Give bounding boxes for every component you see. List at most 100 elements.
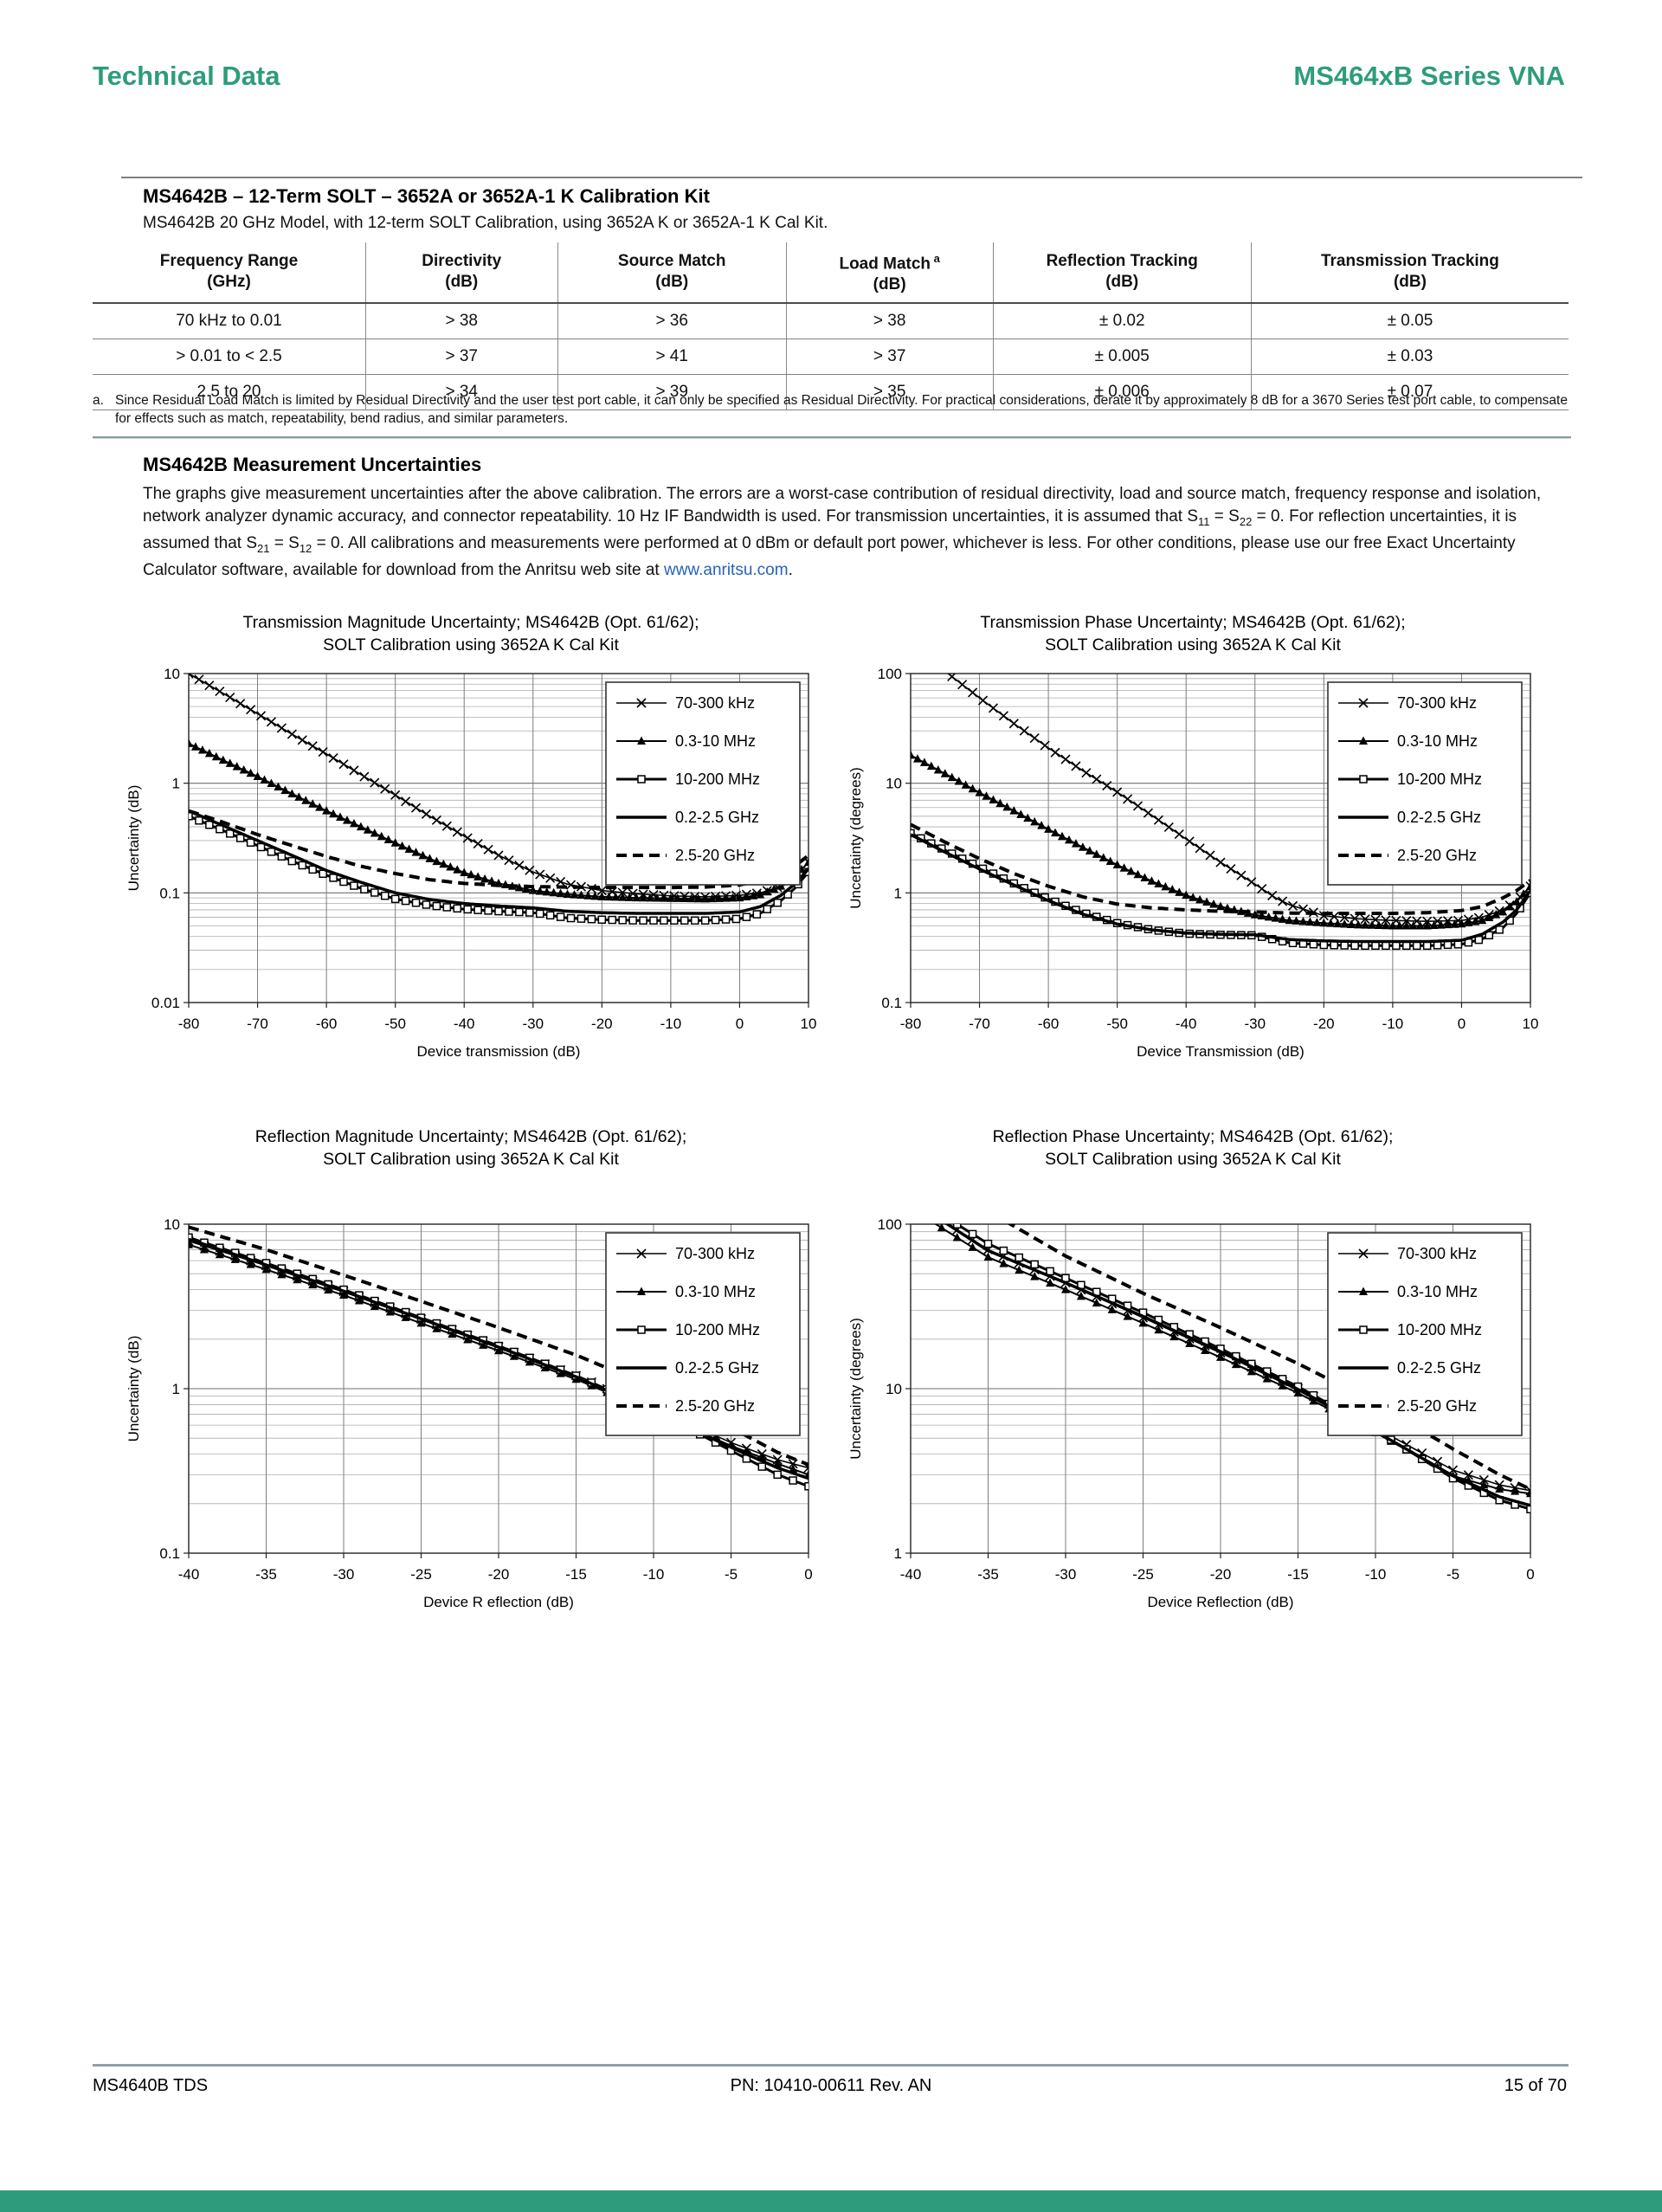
table-cell: > 37 bbox=[364, 339, 558, 376]
table-cell: > 39 bbox=[557, 374, 787, 411]
svg-text:0: 0 bbox=[1526, 1566, 1534, 1583]
table-row: 70 kHz to 0.01 > 38 > 36 > 38 ± 0.02 ± 0.05 bbox=[93, 303, 1569, 340]
svg-text:0.3-10 MHz: 0.3-10 MHz bbox=[675, 732, 756, 750]
chart-canvas: -40 -35 -30 -25 -20 -15 -10 -5 0 100 10 1 Device Ref… bbox=[847, 1216, 1535, 1610]
svg-text:Device Reflection (dB): Device Reflection (dB) bbox=[1147, 1594, 1293, 1610]
svg-text:10: 10 bbox=[886, 776, 902, 792]
chart-title-line1: Reflection Magnitude Uncertainty; MS4642… bbox=[254, 1127, 687, 1146]
svg-text:0.3-10 MHz: 0.3-10 MHz bbox=[1397, 732, 1478, 750]
paragraph-text: . bbox=[788, 561, 793, 580]
section-divider bbox=[93, 436, 1571, 439]
footer-accent-bar bbox=[0, 2190, 1662, 2212]
chart-reflection-phase: Reflection Phase Uncertainty; MS4642B (O… bbox=[841, 1125, 1544, 1619]
svg-text:Uncertainty (dB): Uncertainty (dB) bbox=[126, 785, 142, 892]
svg-text:70-300 kHz: 70-300 kHz bbox=[675, 1245, 755, 1262]
svg-text:2.5-20 GHz: 2.5-20 GHz bbox=[675, 847, 755, 864]
table-cell: ± 0.02 bbox=[992, 303, 1252, 340]
chart-title-line1: Transmission Magnitude Uncertainty; MS46… bbox=[242, 613, 699, 632]
svg-text:2.5-20 GHz: 2.5-20 GHz bbox=[1397, 847, 1477, 864]
table-row: > 0.01 to < 2.5 > 37 > 41 > 37 ± 0.005 ± 0.03 bbox=[93, 339, 1569, 376]
chart-title-line2: SOLT Calibration using 3652A K Cal Kit bbox=[323, 635, 619, 655]
table-cell: ± 0.006 bbox=[992, 374, 1252, 411]
svg-text:-10: -10 bbox=[1365, 1566, 1387, 1583]
table-cell: ± 0.05 bbox=[1250, 303, 1569, 340]
svg-text:0.1: 0.1 bbox=[159, 1545, 180, 1562]
section1-title: MS4642B – 12-Term SOLT – 3652A or 3652A-… bbox=[143, 185, 710, 207]
footnote-text: Since Residual Load Match is limited by … bbox=[115, 393, 1568, 426]
svg-text:10-200 MHz: 10-200 MHz bbox=[1397, 1321, 1482, 1338]
spec-table-wrap: Frequency Range (GHz) Directivity (dB) Sourc… bbox=[93, 242, 1569, 411]
chart-reflection-magnitude: Reflection Magnitude Uncertainty; MS4642… bbox=[119, 1125, 822, 1619]
table-cell: ± 0.07 bbox=[1250, 374, 1569, 411]
svg-text:2.5-20 GHz: 2.5-20 GHz bbox=[675, 1397, 755, 1415]
table-cell: > 37 bbox=[785, 339, 994, 376]
table-row: 2.5 to 20 > 34 > 39 > 35 ± 0.006 ± 0.07 bbox=[93, 374, 1569, 411]
table-cell: 70 kHz to 0.01 bbox=[93, 303, 366, 340]
svg-text:-40: -40 bbox=[454, 1016, 475, 1032]
table-cell: > 38 bbox=[785, 303, 994, 340]
svg-text:2.5-20 GHz: 2.5-20 GHz bbox=[1397, 1397, 1477, 1415]
svg-text:-20: -20 bbox=[1210, 1566, 1232, 1583]
col-header: Directivity (dB) bbox=[364, 242, 558, 305]
svg-text:-30: -30 bbox=[1244, 1016, 1266, 1032]
chart-title: Reflection Magnitude Uncertainty; MS4642… bbox=[119, 1125, 822, 1170]
svg-text:10: 10 bbox=[1523, 1016, 1539, 1032]
spec-table-body: 70 kHz to 0.01 > 38 > 36 > 38 ± 0.02 ± 0.05 > … bbox=[93, 303, 1569, 411]
svg-text:-40: -40 bbox=[1176, 1016, 1197, 1032]
subscript: 12 bbox=[299, 541, 312, 555]
svg-text:0.3-10 MHz: 0.3-10 MHz bbox=[675, 1283, 756, 1300]
footer-rule bbox=[93, 2064, 1569, 2067]
svg-text:-25: -25 bbox=[410, 1566, 432, 1583]
table-cell: ± 0.03 bbox=[1250, 339, 1569, 376]
svg-text:-60: -60 bbox=[1038, 1016, 1060, 1032]
footer-page-number: 15 of 70 bbox=[1504, 2076, 1567, 2095]
chart-transmission-magnitude: Transmission Magnitude Uncertainty; MS46… bbox=[119, 611, 822, 1068]
svg-text:Device R eflection (dB): Device R eflection (dB) bbox=[423, 1594, 574, 1610]
svg-text:0: 0 bbox=[1458, 1016, 1466, 1032]
footer-part-number: PN: 10410-00611 Rev. AN bbox=[730, 2076, 932, 2095]
col-header: Source Match (dB) bbox=[557, 242, 787, 305]
paragraph-text: = S bbox=[1209, 506, 1240, 526]
subscript: 22 bbox=[1239, 514, 1253, 528]
chart-title-line2: SOLT Calibration using 3652A K Cal Kit bbox=[323, 1150, 619, 1169]
svg-text:Device transmission (dB): Device transmission (dB) bbox=[417, 1043, 581, 1060]
svg-text:1: 1 bbox=[894, 1545, 902, 1562]
svg-text:1: 1 bbox=[172, 1381, 180, 1397]
svg-text:10-200 MHz: 10-200 MHz bbox=[1397, 771, 1482, 788]
section1-subtitle: MS4642B 20 GHz Model, with 12-term SOLT … bbox=[143, 214, 828, 232]
svg-text:-20: -20 bbox=[488, 1566, 510, 1583]
svg-text:0.1: 0.1 bbox=[881, 995, 902, 1011]
svg-text:-70: -70 bbox=[969, 1016, 990, 1032]
svg-text:1: 1 bbox=[894, 885, 902, 901]
svg-text:10-200 MHz: 10-200 MHz bbox=[675, 1321, 760, 1338]
svg-text:-5: -5 bbox=[725, 1566, 738, 1583]
chart-title: Reflection Phase Uncertainty; MS4642B (O… bbox=[841, 1125, 1544, 1170]
footer-doc-id: MS4640B TDS bbox=[93, 2076, 209, 2095]
col-header: Transmission Tracking (dB) bbox=[1250, 242, 1569, 305]
svg-text:-15: -15 bbox=[1287, 1566, 1309, 1583]
chart-canvas: -80 -70 -60 -50 -40 -30 -20 -10 0 10 100 10 1 0.1 Devi… bbox=[847, 666, 1539, 1060]
svg-text:-80: -80 bbox=[178, 1016, 200, 1032]
svg-text:-40: -40 bbox=[178, 1566, 200, 1583]
svg-text:-80: -80 bbox=[900, 1016, 922, 1032]
header-rule bbox=[121, 177, 1582, 178]
chart-title-line1: Transmission Phase Uncertainty; MS4642B … bbox=[980, 613, 1406, 632]
svg-text:-20: -20 bbox=[591, 1016, 613, 1032]
table-cell: > 34 bbox=[364, 374, 558, 411]
anritsu-link[interactable]: www.anritsu.com bbox=[663, 561, 789, 580]
svg-text:0.01: 0.01 bbox=[151, 995, 180, 1011]
table-cell: > 41 bbox=[557, 339, 787, 376]
section2-title: MS4642B Measurement Uncertainties bbox=[143, 454, 482, 475]
svg-text:Uncertainty (degrees): Uncertainty (degrees) bbox=[847, 767, 864, 908]
subscript: 21 bbox=[257, 541, 270, 555]
chart-transmission-phase: Transmission Phase Uncertainty; MS4642B … bbox=[841, 611, 1544, 1068]
svg-text:10: 10 bbox=[164, 666, 180, 682]
paragraph-text: = S bbox=[269, 533, 300, 552]
paragraph-text: = 0. All calibrations and measurements w… bbox=[143, 533, 1516, 580]
svg-text:0: 0 bbox=[736, 1016, 744, 1032]
svg-text:100: 100 bbox=[878, 1216, 902, 1233]
svg-text:0.3-10 MHz: 0.3-10 MHz bbox=[1397, 1283, 1478, 1300]
svg-text:Uncertainty (degrees): Uncertainty (degrees) bbox=[847, 1318, 864, 1459]
svg-text:-25: -25 bbox=[1132, 1566, 1154, 1583]
svg-text:0.2-2.5 GHz: 0.2-2.5 GHz bbox=[675, 809, 759, 826]
